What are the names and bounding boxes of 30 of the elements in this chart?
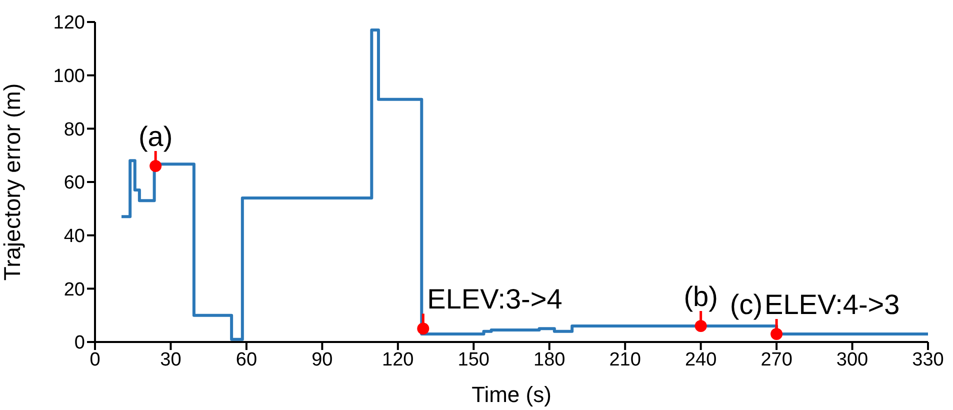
x-tick-label: 330 xyxy=(912,349,944,370)
y-tick-label: 20 xyxy=(64,279,85,300)
x-tick-label: 270 xyxy=(760,349,792,370)
y-tick-label: 120 xyxy=(53,12,85,34)
point xyxy=(417,322,430,335)
x-tick-label: 180 xyxy=(534,349,566,370)
y-tick-label: 80 xyxy=(64,119,85,140)
y-tick-label: 40 xyxy=(64,226,85,248)
x-tick-label: 150 xyxy=(458,349,490,370)
point xyxy=(150,160,162,172)
annotation: (c) xyxy=(730,289,763,320)
annotation: (a) xyxy=(138,121,173,152)
annotation: ELEV:3->4 xyxy=(427,284,562,315)
y-tick-label: 100 xyxy=(53,66,85,88)
x-tick-label: 210 xyxy=(609,349,641,370)
point xyxy=(770,328,783,340)
x-tick-label: 60 xyxy=(236,349,258,370)
y-tick-label: 60 xyxy=(64,172,85,194)
point xyxy=(694,320,707,332)
annotation: ELEV:4->3 xyxy=(764,289,900,320)
annotation: (b) xyxy=(684,281,718,312)
y-axis-title: Trajectory error (m) xyxy=(0,83,26,281)
x-tick-label: 90 xyxy=(312,349,333,370)
y-tick-label: 0 xyxy=(74,332,85,354)
x-tick-label: 240 xyxy=(684,349,717,370)
x-tick-label: 0 xyxy=(90,349,100,370)
x-axis-title: Time (s) xyxy=(472,382,552,407)
x-tick-label: 300 xyxy=(836,349,868,370)
x-tick-label: 120 xyxy=(382,349,414,370)
x-tick-label: 30 xyxy=(160,349,182,370)
